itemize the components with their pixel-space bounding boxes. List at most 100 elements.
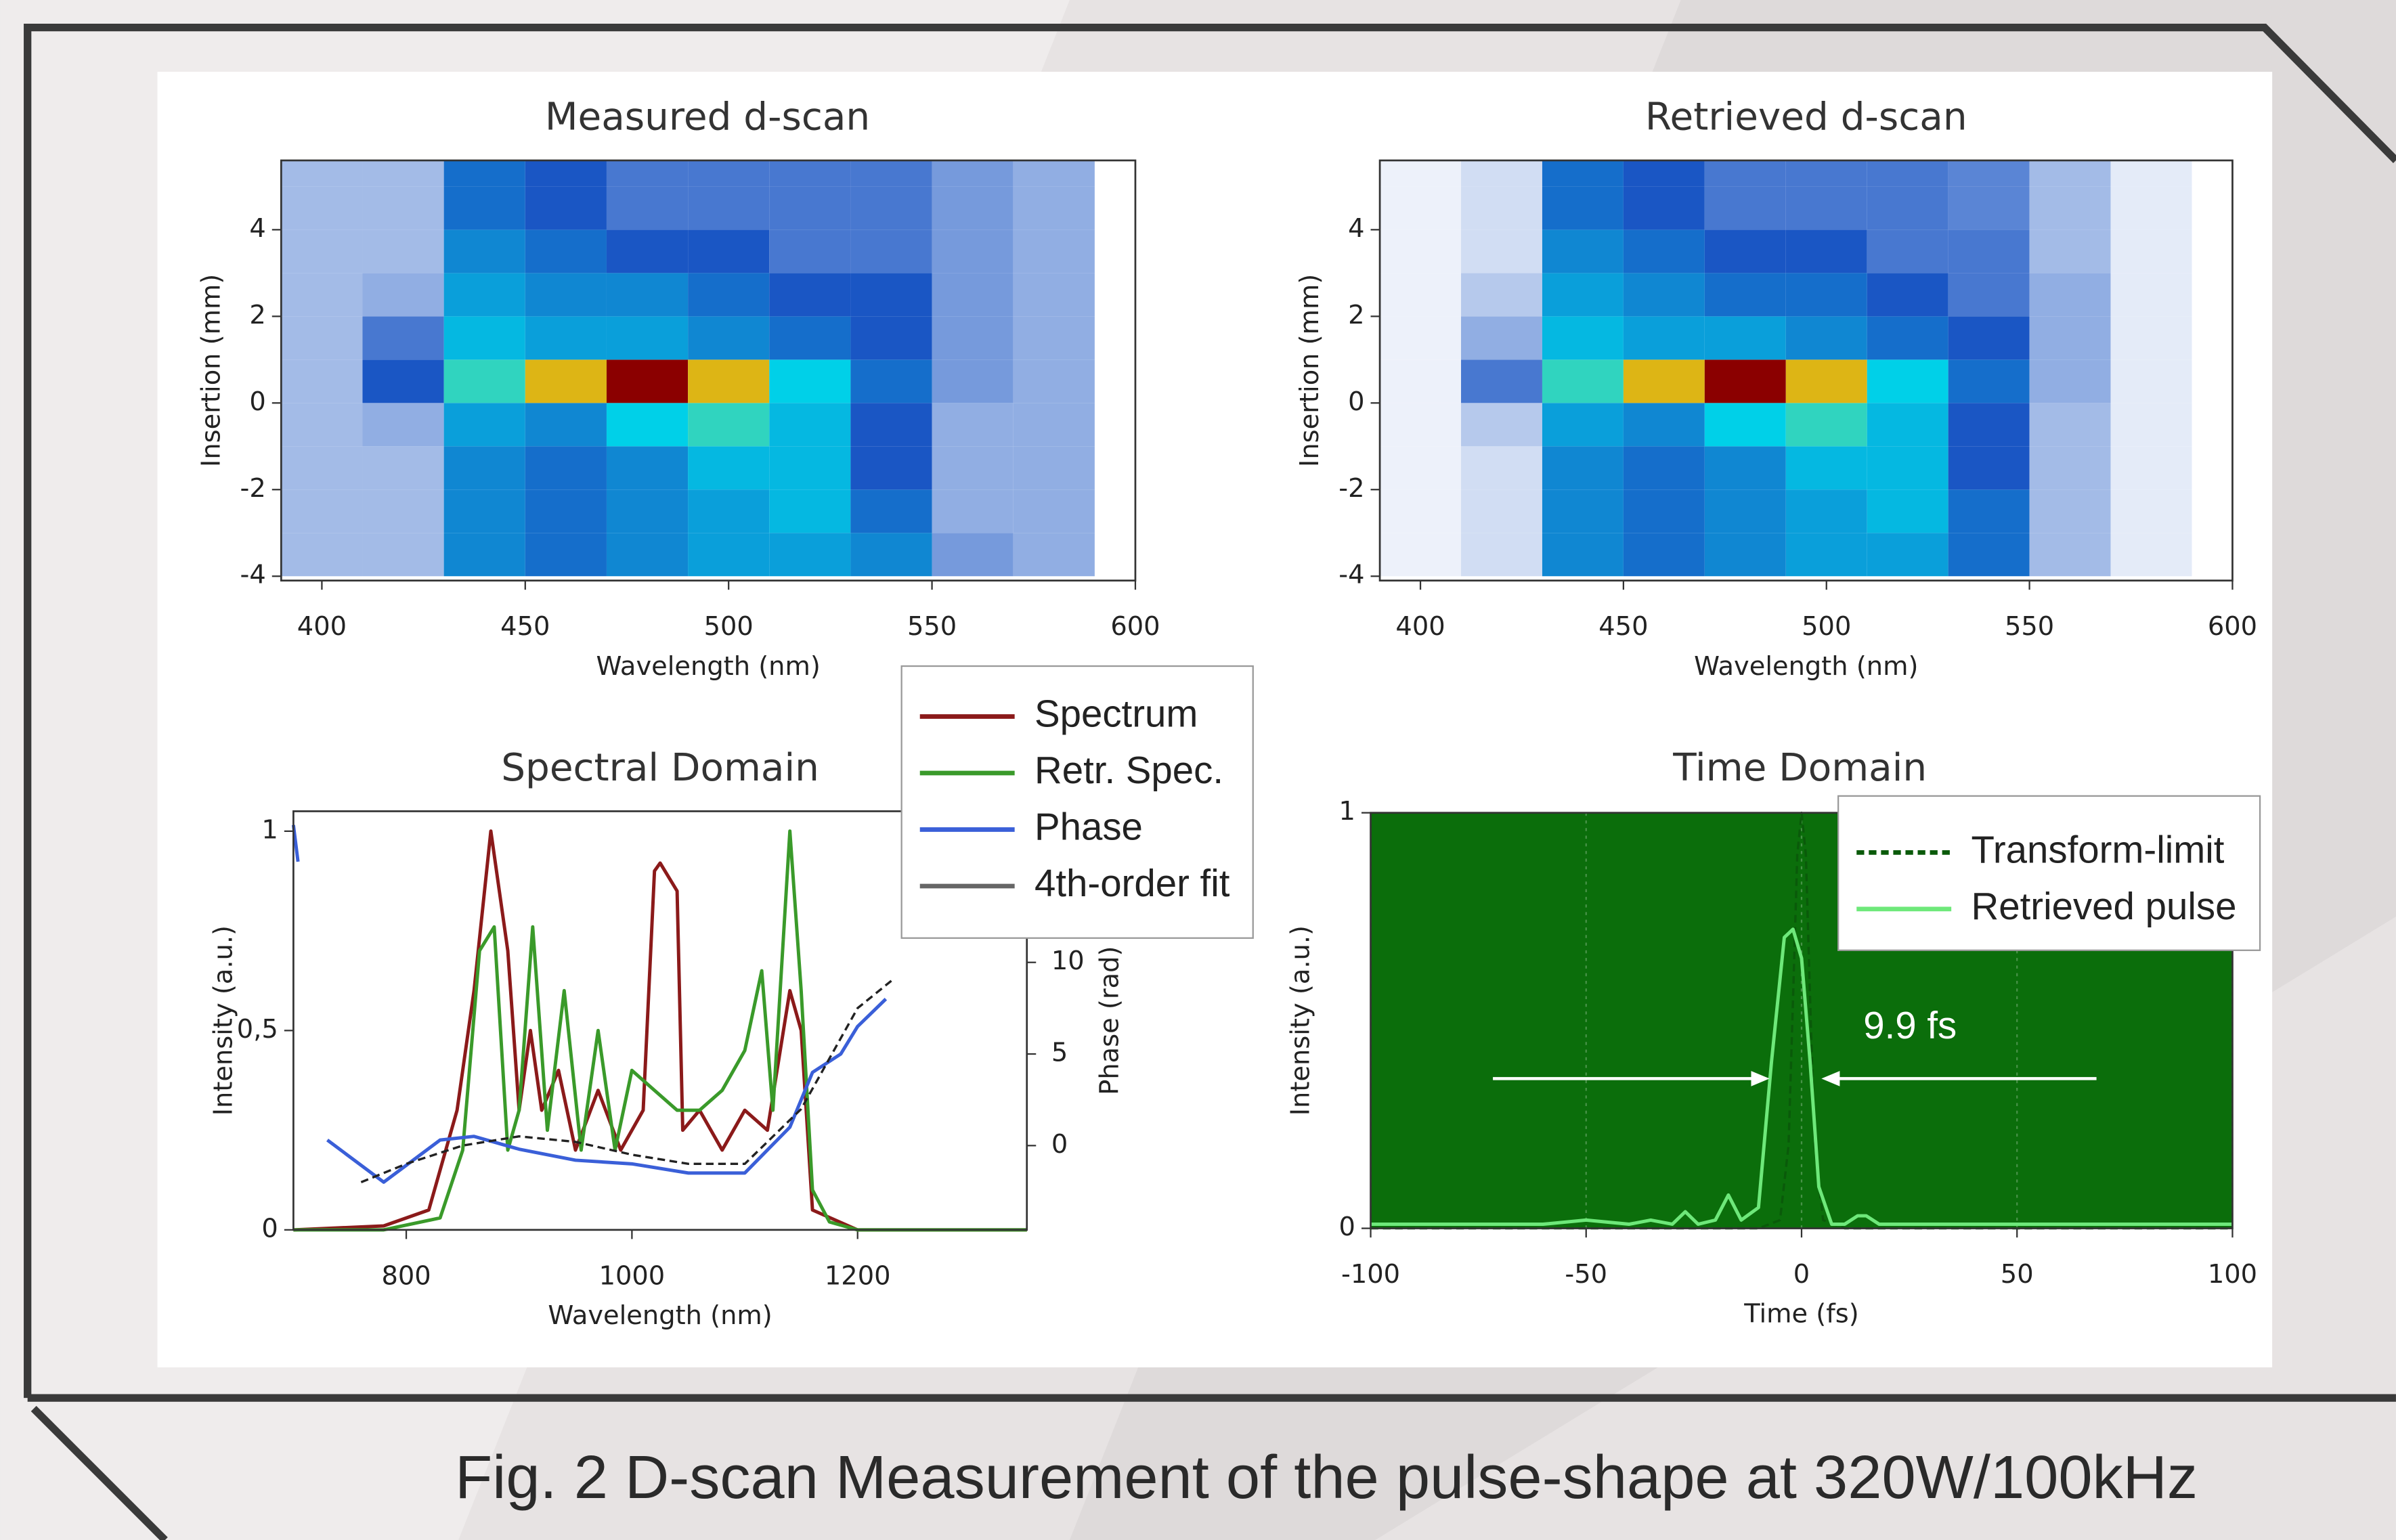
x-tick-label: 50 — [2001, 1259, 2034, 1290]
heatmap-cell — [1704, 533, 1786, 577]
heatmap-cell — [1623, 316, 1705, 360]
y2-tick-label: 0 — [1051, 1129, 1068, 1160]
heatmap-cell — [2110, 489, 2192, 533]
plot-frame — [280, 159, 1137, 581]
heatmap-cell — [606, 160, 689, 187]
heatmap-cell — [1623, 186, 1705, 230]
heatmap-cell — [932, 316, 1014, 360]
y-tick-label: 2 — [249, 300, 265, 330]
heatmap-cell — [1785, 316, 1867, 360]
heatmap-cell — [1704, 186, 1786, 230]
heatmap-cell — [1461, 403, 1542, 447]
heatmap-cell — [606, 229, 689, 273]
heatmap-cell — [769, 160, 851, 187]
legend-label: 4th-order fit — [1034, 862, 1230, 904]
heatmap-cell — [2110, 403, 2192, 447]
heatmap-cell — [1013, 489, 1095, 533]
y2-axis-label: Phase (rad) — [1094, 946, 1125, 1095]
heatmap-cell — [1380, 186, 1462, 230]
heatmap-cell — [1785, 160, 1867, 187]
heatmap-cell — [1461, 359, 1542, 403]
x-tick-label: 500 — [1802, 611, 1851, 642]
heatmap-cell — [1704, 316, 1786, 360]
x-tick-label: 450 — [1598, 611, 1648, 642]
legend-box — [1837, 795, 2261, 951]
heatmap-cell — [850, 186, 932, 230]
y-tick-label: -2 — [240, 473, 266, 504]
x-tick-label: 400 — [297, 611, 347, 642]
chart-title: Measured d-scan — [545, 95, 870, 139]
heatmap-cell — [1867, 160, 1948, 187]
heatmap-cell — [1461, 273, 1542, 317]
heatmap-cell — [362, 186, 444, 230]
x-tick-label: -50 — [1565, 1259, 1607, 1290]
legend-box — [900, 665, 1254, 939]
frame — [30, 1405, 168, 1540]
heatmap-cell — [932, 446, 1014, 490]
heatmap-cell — [688, 359, 770, 403]
heatmap-cell — [1623, 533, 1705, 577]
heatmap-cell — [1542, 229, 1624, 273]
heatmap-cell — [1542, 316, 1624, 360]
heatmap-cell — [850, 273, 932, 317]
heatmap-cell — [1542, 489, 1624, 533]
heatmap-cell — [850, 446, 932, 490]
heatmap-cell — [362, 229, 444, 273]
heatmap-cell — [606, 446, 689, 490]
heatmap-cell — [1948, 316, 2030, 360]
heatmap-cell — [443, 160, 525, 187]
heatmap-cell — [769, 186, 851, 230]
x-tick-label: -100 — [1341, 1259, 1400, 1290]
heatmap-cell — [932, 533, 1014, 577]
heatmap-cell — [1461, 316, 1542, 360]
heatmap-cell — [1623, 160, 1705, 187]
heatmap-cell — [1013, 229, 1095, 273]
heatmap-cell — [525, 160, 607, 187]
heatmap-cell — [2029, 359, 2111, 403]
heatmap-cell — [1461, 446, 1542, 490]
heatmap-cell — [525, 489, 607, 533]
heatmap-cell — [1623, 489, 1705, 533]
heatmap-cell — [1785, 273, 1867, 317]
x-tick-label: 600 — [1110, 611, 1160, 642]
heatmap-cell — [2110, 273, 2192, 317]
chart-title: Time Domain — [1672, 746, 1927, 790]
heatmap-cell — [932, 160, 1014, 187]
heatmap-cell — [1461, 160, 1542, 187]
y2-tick-label: 5 — [1051, 1038, 1068, 1068]
heatmap-cell — [1867, 489, 1948, 533]
heatmap-cell — [1623, 273, 1705, 317]
heatmap-cell — [1948, 533, 2030, 577]
heatmap-cell — [2110, 160, 2192, 187]
heatmap-cell — [525, 403, 607, 447]
heatmap-cell — [1380, 446, 1462, 490]
heatmap-cell — [1380, 160, 1462, 187]
heatmap-cell — [1380, 359, 1462, 403]
heatmap-cell — [769, 446, 851, 490]
heatmap-cell — [688, 273, 770, 317]
y-axis-label: Intensity (a.u.) — [1285, 925, 1315, 1116]
y-axis-label: Insertion (mm) — [1294, 274, 1325, 467]
heatmap-cell — [688, 489, 770, 533]
y-tick-label: 0,5 — [237, 1014, 278, 1044]
heatmap-cell — [1542, 533, 1624, 577]
heatmap-cell — [281, 403, 363, 447]
heatmap-cell — [688, 186, 770, 230]
heatmap-cell — [281, 273, 363, 317]
heatmap-cell — [525, 533, 607, 577]
x-tick-label: 400 — [1395, 611, 1445, 642]
x-tick-label: 1200 — [825, 1260, 891, 1291]
heatmap-cell — [1867, 273, 1948, 317]
heatmap-cell — [1704, 229, 1786, 273]
heatmap-cell — [932, 489, 1014, 533]
heatmap-cell — [606, 489, 689, 533]
y-tick-label: 1 — [261, 814, 278, 845]
heatmap-cell — [606, 273, 689, 317]
heatmap-cell — [525, 229, 607, 273]
heatmap-cell — [932, 229, 1014, 273]
y-tick-label: 4 — [1348, 213, 1364, 244]
heatmap-cell — [606, 359, 689, 403]
x-tick-label: 550 — [907, 611, 957, 642]
heatmap-cell — [362, 316, 444, 360]
heatmap-cell — [1461, 186, 1542, 230]
